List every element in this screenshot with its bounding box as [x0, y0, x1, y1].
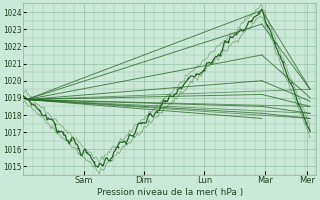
X-axis label: Pression niveau de la mer( hPa ): Pression niveau de la mer( hPa ) [97, 188, 243, 197]
